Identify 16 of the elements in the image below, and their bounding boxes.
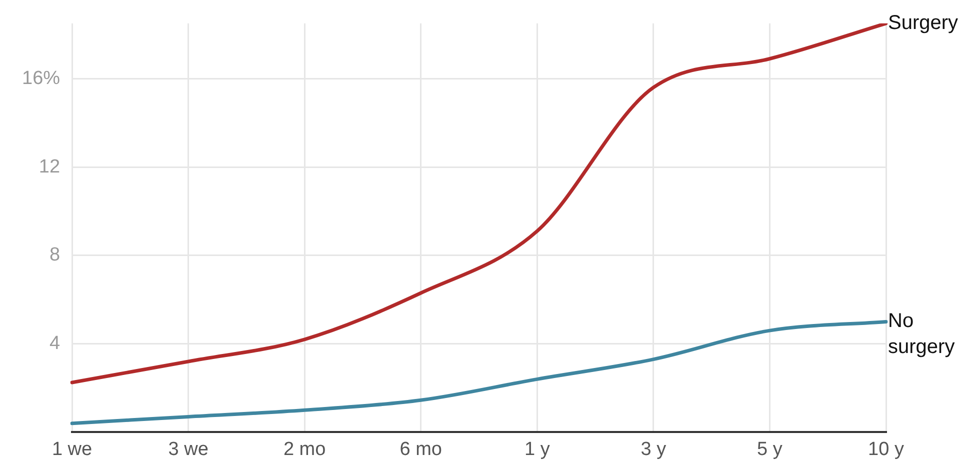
x-tick-label: 3 we (168, 438, 208, 460)
x-tick-label: 1 y (524, 438, 550, 460)
series-label: Surgery (888, 12, 958, 34)
line-series (70, 320, 888, 426)
line-series (70, 23, 888, 384)
x-tick-label: 2 mo (283, 438, 326, 460)
x-tick-label: 10 y (868, 438, 904, 460)
y-tick-label: 8 (49, 244, 60, 266)
series-label: No surgery (888, 310, 955, 358)
y-tick-label: 4 (49, 333, 60, 354)
y-tick-label: 12 (38, 156, 60, 178)
x-tick-label: 6 mo (400, 438, 442, 460)
x-tick-label: 1 we (52, 438, 92, 460)
x-tick-label: 5 y (757, 438, 783, 460)
y-tick-label: 16% (22, 68, 60, 89)
x-tick-label: 3 y (640, 438, 667, 460)
